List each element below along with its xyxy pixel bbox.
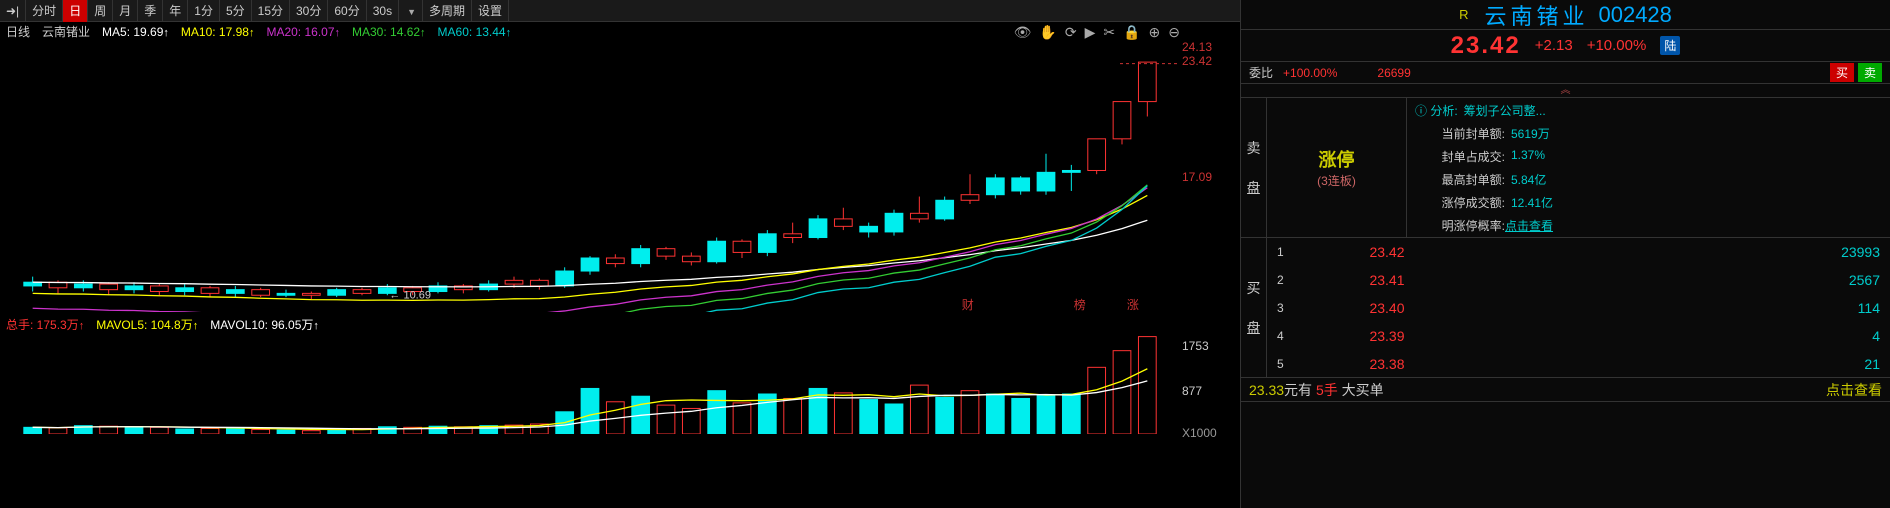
volume-legend: 总手: 175.3万 MAVOL5: 104.8万 MAVOL10: 96.05万: [0, 316, 319, 334]
period-60分[interactable]: 60分: [328, 0, 366, 22]
period-30s[interactable]: 30s: [367, 0, 399, 22]
volume-chart: [0, 334, 1180, 434]
r-badge: R: [1459, 7, 1468, 22]
chart-tag: 财: [962, 296, 974, 313]
sell-info-key: 当前封单额:: [1415, 125, 1505, 142]
sell-side-block: 卖 盘 涨停 (3连板) ⓘ 分析: 筹划子公司整... 当前封单额: 5619万封…: [1241, 98, 1890, 238]
chart-tags: 财榜涨: [0, 296, 1180, 312]
period-5分[interactable]: 5分: [220, 0, 252, 22]
buy-level-row: 423.394: [1267, 322, 1890, 350]
tb-多周期[interactable]: 多周期: [423, 0, 472, 22]
price-pct: +10.00%: [1587, 37, 1647, 54]
analysis-label: ⓘ 分析:: [1415, 102, 1458, 119]
sell-info-val: 12.41亿: [1511, 194, 1553, 211]
kline-chart: ← 10.69: [0, 22, 1180, 312]
period-季[interactable]: 季: [138, 0, 163, 22]
period-周[interactable]: 周: [88, 0, 113, 22]
period-➜|[interactable]: ➜|: [0, 0, 26, 22]
price-label: 17.09: [1182, 170, 1212, 184]
chart-tag: 涨: [1127, 296, 1139, 313]
ticker-big: 大买单: [1342, 382, 1384, 398]
buy-side-label: 买 盘: [1241, 238, 1267, 377]
stock-name: 云南锗业: [1484, 0, 1588, 31]
period-30分[interactable]: 30分: [290, 0, 328, 22]
price-change: +2.13: [1535, 37, 1573, 54]
volume-axis: 1753877X1000: [1182, 334, 1240, 434]
sell-info-val: 5619万: [1511, 125, 1550, 142]
sell-info-key: 涨停成交额:: [1415, 194, 1505, 211]
ratio-value: +100.00%: [1283, 66, 1337, 80]
streak-text: (3连板): [1317, 172, 1356, 189]
price-label: 24.13: [1182, 40, 1212, 54]
buy-level-row: 223.412567: [1267, 266, 1890, 294]
price-label: 23.42: [1182, 54, 1212, 68]
buy-side-block: 买 盘 123.4223993223.412567323.40114423.39…: [1241, 238, 1890, 378]
last-price: 23.42: [1451, 32, 1521, 60]
period-分时[interactable]: 分时: [26, 0, 63, 22]
period-15分[interactable]: 15分: [252, 0, 290, 22]
vol-legend-item: MAVOL5: 104.8万: [96, 316, 198, 334]
order-ratio-row: 委比 +100.00% 26699 买 卖: [1241, 62, 1890, 84]
sell-info: ⓘ 分析: 筹划子公司整... 当前封单额: 5619万封单占成交: 1.37% 最高封…: [1407, 98, 1890, 237]
buy-level-row: 123.4223993: [1267, 238, 1890, 266]
sell-info-val: 5.84亿: [1511, 171, 1546, 188]
ticker-row: 23.33元有 5手 大买单 点击查看: [1241, 378, 1890, 402]
lu-badge: 陆: [1660, 36, 1680, 55]
ticker-link[interactable]: 点击查看: [1826, 378, 1882, 402]
vol-legend-item: MAVOL10: 96.05万: [210, 316, 319, 334]
stock-code: 002428: [1598, 2, 1671, 28]
sell-info-key: 最高封单额:: [1415, 171, 1505, 188]
ratio-num: 26699: [1377, 66, 1410, 80]
sell-button[interactable]: 卖: [1858, 63, 1882, 82]
collapse-toggle[interactable]: ︽: [1241, 84, 1890, 98]
buy-level-row: 323.40114: [1267, 294, 1890, 322]
vol-legend-item: 总手: 175.3万: [6, 316, 84, 334]
stock-header: R 云南锗业 002428: [1241, 0, 1890, 30]
vol-axis-label: 877: [1182, 384, 1202, 398]
tb-设置[interactable]: 设置: [472, 0, 509, 22]
vol-axis-label: 1753: [1182, 339, 1209, 353]
sell-side-label: 卖 盘: [1241, 98, 1267, 237]
period-月[interactable]: 月: [113, 0, 138, 22]
chart-tag: 榜: [1074, 296, 1086, 313]
ticker-hands: 5手: [1316, 382, 1338, 398]
ticker-price: 23.33: [1249, 382, 1284, 398]
price-row: 23.42 +2.13 +10.00% 陆: [1241, 30, 1890, 62]
ratio-label: 委比: [1249, 64, 1273, 81]
period-日[interactable]: 日: [63, 0, 88, 22]
sell-info-key: 明涨停概率:: [1415, 217, 1505, 234]
period-年[interactable]: 年: [163, 0, 188, 22]
vol-axis-label: X1000: [1182, 426, 1217, 440]
right-panel: R 云南锗业 002428 23.42 +2.13 +10.00% 陆 委比 +…: [1240, 0, 1890, 508]
analysis-text[interactable]: 筹划子公司整...: [1464, 102, 1546, 119]
period-1分[interactable]: 1分: [188, 0, 220, 22]
sell-info-key: 封单占成交:: [1415, 148, 1505, 165]
buy-levels-table: 123.4223993223.412567323.40114423.394523…: [1267, 238, 1890, 377]
price-axis: 24.1323.42 17.09: [1182, 22, 1240, 312]
limit-up-text: 涨停: [1319, 146, 1355, 172]
period-dropdown[interactable]: ▼: [399, 0, 423, 22]
buy-level-row: 523.3821: [1267, 350, 1890, 378]
sell-info-val[interactable]: 点击查看: [1505, 217, 1553, 234]
buy-button[interactable]: 买: [1830, 63, 1854, 82]
limit-up-badge: 涨停 (3连板): [1267, 98, 1407, 237]
sell-info-val: 1.37%: [1511, 148, 1545, 165]
